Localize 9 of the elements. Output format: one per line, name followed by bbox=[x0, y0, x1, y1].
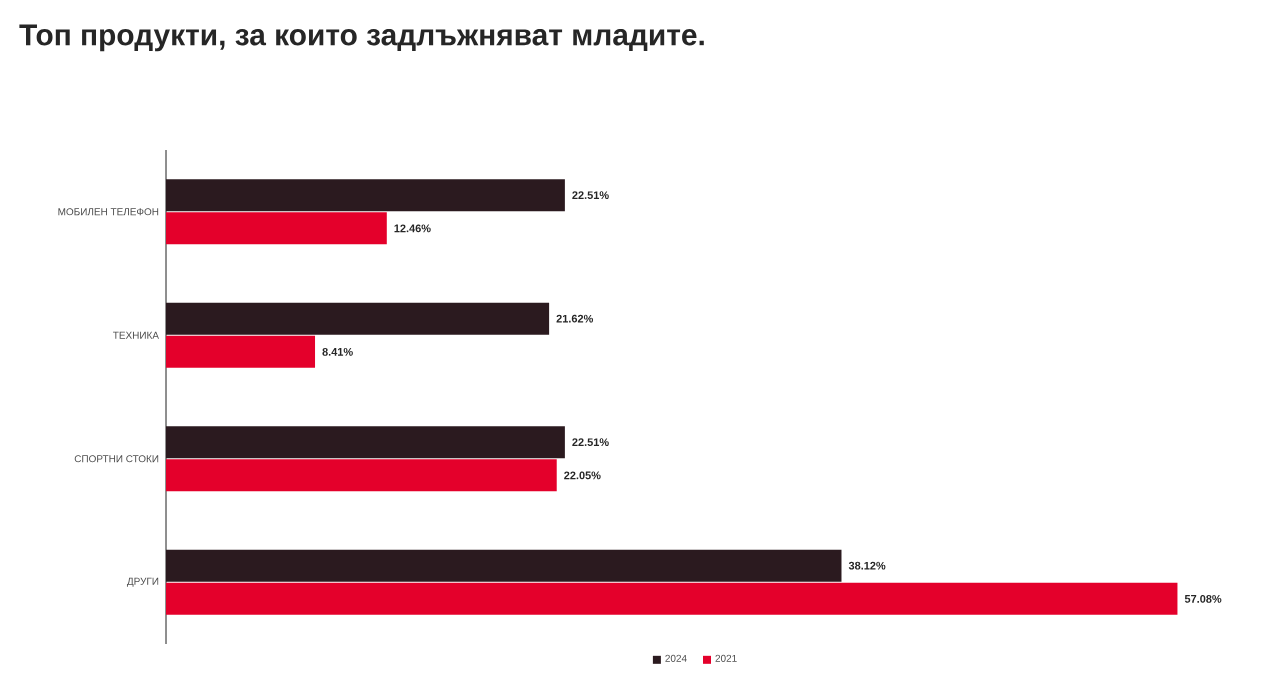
bar bbox=[166, 302, 550, 335]
bar bbox=[166, 212, 387, 245]
bar bbox=[166, 549, 842, 582]
chart-title: Топ продукти, за които задлъжняват младите. bbox=[19, 24, 704, 52]
bar bbox=[166, 426, 565, 459]
bar bbox=[166, 335, 316, 368]
bar bbox=[166, 459, 557, 492]
bar bbox=[166, 179, 565, 212]
bar bbox=[166, 582, 1178, 615]
